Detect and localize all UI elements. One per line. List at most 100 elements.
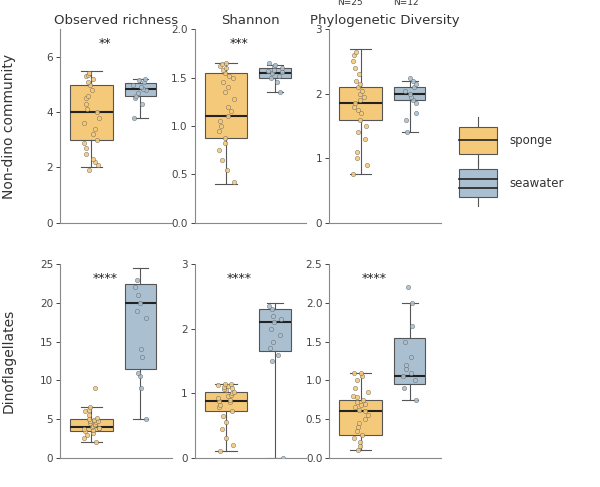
Point: [361, 415, 370, 423]
PathPatch shape: [70, 85, 113, 140]
Point: [223, 103, 233, 111]
Point: [221, 88, 230, 96]
Point: [275, 88, 284, 96]
Point: [401, 361, 410, 369]
Point: [133, 369, 143, 376]
Text: ****: ****: [92, 272, 117, 285]
Point: [348, 170, 358, 178]
Point: [350, 64, 359, 72]
Point: [360, 400, 370, 408]
Point: [92, 136, 102, 144]
Point: [94, 425, 103, 432]
Point: [214, 381, 223, 389]
Point: [90, 384, 100, 392]
Point: [215, 448, 224, 455]
Point: [277, 68, 287, 75]
Point: [88, 131, 98, 138]
Point: [215, 117, 224, 125]
Text: Non-dino community: Non-dino community: [2, 54, 16, 199]
Point: [349, 392, 358, 400]
Point: [92, 438, 101, 446]
Point: [85, 167, 94, 174]
Point: [91, 421, 100, 429]
Point: [221, 134, 230, 142]
Point: [269, 318, 279, 326]
Point: [362, 161, 371, 169]
Point: [220, 380, 230, 388]
Point: [82, 94, 91, 102]
Point: [266, 344, 275, 352]
Point: [351, 77, 361, 85]
Point: [80, 408, 90, 415]
Point: [136, 299, 145, 307]
Point: [82, 106, 92, 113]
Point: [80, 139, 89, 147]
Point: [91, 421, 100, 429]
Point: [229, 388, 238, 396]
Point: [411, 80, 421, 88]
Text: ***: ***: [230, 37, 248, 50]
Point: [352, 376, 362, 384]
Point: [269, 62, 279, 70]
Point: [141, 415, 151, 423]
Point: [79, 119, 89, 127]
Point: [83, 78, 93, 86]
Point: [215, 401, 224, 409]
PathPatch shape: [205, 73, 247, 138]
Point: [85, 419, 95, 427]
Point: [353, 393, 362, 401]
Point: [220, 140, 230, 148]
Point: [80, 427, 90, 434]
Point: [131, 92, 141, 99]
Point: [82, 431, 92, 438]
Point: [139, 78, 149, 86]
Point: [130, 114, 139, 122]
Point: [132, 307, 142, 315]
Point: [274, 72, 284, 79]
Point: [218, 78, 227, 86]
Title: Shannon: Shannon: [221, 14, 280, 27]
Title: Observed richness: Observed richness: [54, 14, 178, 27]
Point: [222, 166, 232, 173]
Point: [218, 66, 227, 74]
Title: Phylogenetic Diversity: Phylogenetic Diversity: [310, 14, 460, 27]
Point: [130, 283, 140, 291]
Point: [266, 74, 276, 81]
Point: [356, 401, 366, 409]
PathPatch shape: [394, 338, 425, 384]
Point: [352, 154, 362, 162]
Point: [87, 86, 97, 94]
Point: [79, 434, 89, 442]
Point: [141, 315, 151, 322]
Point: [87, 423, 97, 431]
Point: [81, 144, 91, 152]
Point: [401, 338, 410, 346]
Point: [137, 100, 147, 108]
Point: [226, 391, 236, 398]
Point: [220, 69, 230, 76]
Point: [92, 413, 102, 421]
Point: [135, 373, 145, 380]
Point: [409, 83, 419, 91]
Point: [227, 108, 236, 115]
Point: [88, 426, 98, 434]
Point: [350, 99, 359, 107]
Point: [351, 48, 361, 56]
Point: [407, 299, 416, 307]
Point: [363, 412, 373, 419]
Point: [353, 83, 363, 91]
Point: [218, 156, 227, 164]
Point: [221, 386, 230, 394]
Point: [264, 302, 274, 310]
Point: [263, 67, 273, 75]
Point: [89, 422, 98, 430]
Point: [356, 109, 366, 117]
Point: [355, 116, 364, 124]
Point: [266, 325, 276, 333]
Point: [353, 148, 362, 156]
Point: [137, 353, 146, 361]
PathPatch shape: [125, 83, 156, 95]
Point: [278, 454, 287, 462]
Point: [221, 434, 230, 442]
Point: [349, 57, 358, 65]
